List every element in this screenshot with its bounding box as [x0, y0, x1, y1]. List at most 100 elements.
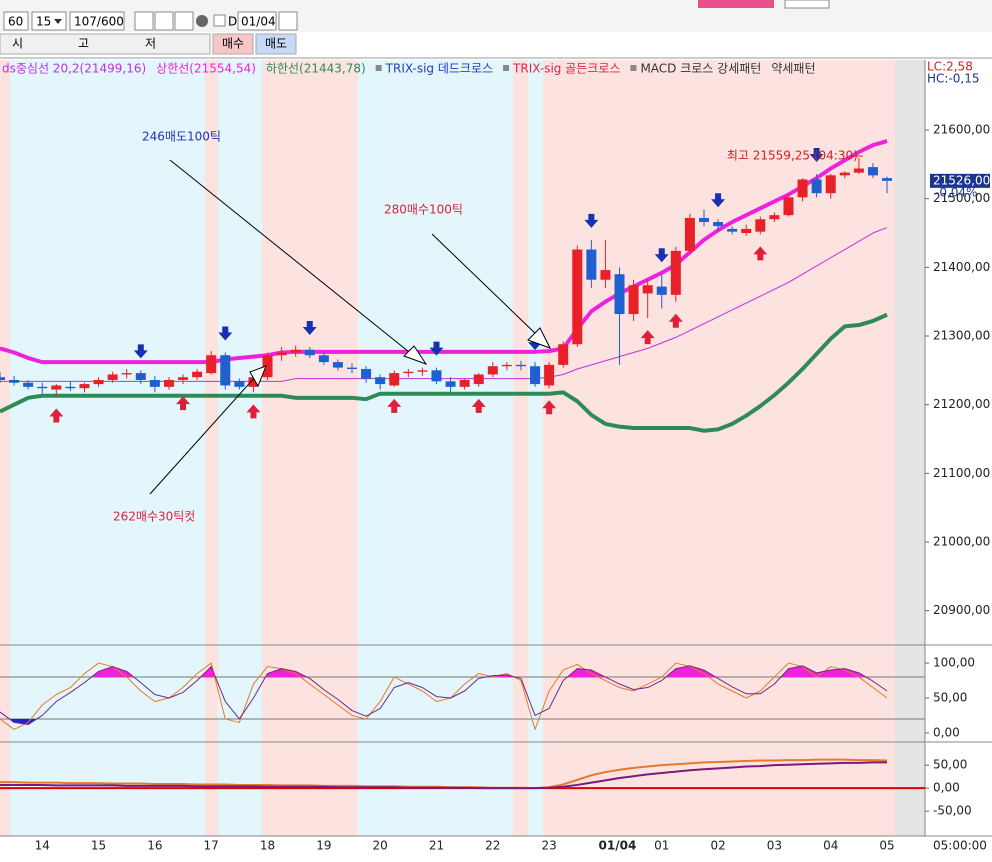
sell-button[interactable]	[255, 33, 297, 55]
state-band	[10, 60, 205, 836]
legend-entry: MACD 크로스 강세패턴	[640, 62, 761, 76]
candle-body	[882, 178, 893, 181]
interval-input[interactable]	[3, 11, 29, 31]
signal-arrow	[640, 330, 655, 345]
overbought-fill	[91, 665, 866, 678]
signal-arrow	[584, 213, 599, 228]
x-tick-label: 05	[879, 839, 894, 853]
y-tick-label: 20900,00	[933, 603, 990, 617]
state-band	[358, 60, 513, 836]
y-tick-label: 21500,00	[933, 191, 990, 205]
count-select[interactable]	[31, 11, 67, 31]
tool-button[interactable]	[154, 11, 174, 31]
candle-body	[544, 364, 555, 386]
x-tick-label: 01/04	[599, 839, 637, 853]
annotation-leader	[169, 159, 415, 357]
candle-body	[79, 384, 90, 389]
line-series	[0, 761, 888, 790]
legend-entry: 약세패턴	[771, 61, 815, 76]
legend-entry: ds중심선 20,2(21499,16)	[2, 62, 146, 76]
state-band	[218, 60, 262, 836]
checkbox[interactable]	[213, 14, 226, 27]
signal-arrow	[668, 313, 683, 328]
y-tick-label: 50,00	[933, 690, 967, 704]
status-hc: HC:-0,15	[927, 72, 980, 86]
x-tick-label: 20	[373, 839, 388, 853]
top-button[interactable]	[698, 0, 774, 8]
annotation-arrowhead	[403, 345, 428, 365]
status-lc: LC:2,58	[927, 60, 973, 74]
signal-arrow	[528, 336, 543, 351]
candle-body	[741, 228, 752, 234]
x-tick-label: 15	[91, 839, 106, 853]
candle-body	[628, 285, 639, 315]
y-tick-label: 100,00	[933, 656, 975, 670]
candle-body	[375, 377, 386, 385]
oversold-fill	[9, 718, 240, 725]
last-price-box	[930, 173, 990, 188]
signal-arrow	[753, 246, 768, 261]
period: D	[228, 15, 237, 29]
candle-body	[163, 379, 174, 387]
candle-body	[642, 285, 653, 294]
candle-body	[248, 377, 259, 387]
line-series	[0, 227, 888, 382]
x-tick-label: 23	[541, 839, 556, 853]
candle-body	[65, 386, 76, 389]
y-tick-label: 21200,00	[933, 397, 990, 411]
dropdown-icon	[54, 19, 62, 24]
top-box	[784, 0, 830, 9]
time-label: 05:00:00	[933, 839, 987, 853]
plot: 20900,0021000,0021100,0021200,0021300,00…	[0, 60, 992, 853]
candle-body	[220, 355, 231, 386]
candle-body	[727, 228, 738, 232]
candle-body	[445, 381, 456, 387]
signal-arrow	[429, 341, 444, 356]
price-columns	[0, 33, 211, 55]
candle-body	[361, 368, 372, 379]
overlay: 246매도100틱 280매수100틱 262매수30틱컷	[113, 130, 552, 524]
y-tick-label: 0,00	[933, 725, 960, 739]
candle-body	[487, 366, 498, 375]
candle-body	[600, 270, 611, 280]
candle-body	[318, 355, 329, 363]
last-price: 21526,00	[933, 173, 990, 187]
annotation-leader	[431, 233, 539, 337]
settings-icon[interactable]	[196, 15, 208, 27]
candle-body	[9, 379, 20, 383]
candle-body	[614, 274, 625, 315]
column-label: 저	[145, 37, 156, 51]
candle-body	[572, 249, 583, 345]
signal-arrow	[246, 404, 261, 419]
candle-body	[684, 217, 695, 251]
range: 107/600	[74, 15, 124, 29]
date-input[interactable]	[237, 11, 277, 31]
buy-button[interactable]	[212, 33, 254, 55]
candle-body	[473, 374, 484, 385]
candle-body	[839, 172, 850, 176]
candle-body	[417, 370, 428, 372]
candle-body	[586, 249, 597, 280]
y-tick-label: 21300,00	[933, 329, 990, 343]
y-tick-label: 50,00	[933, 758, 967, 772]
candle-body	[783, 197, 794, 216]
annotation-leader	[149, 375, 257, 495]
x-tick-label: 16	[147, 839, 162, 853]
candle-body	[304, 349, 315, 356]
y-tick-label: 0,00	[933, 781, 960, 795]
candle-body	[699, 217, 709, 223]
candle-body	[149, 379, 160, 387]
legend-swatch	[375, 65, 382, 71]
x-tick-label: 22	[485, 839, 500, 853]
y-tick-label: 21600,00	[933, 123, 990, 137]
tool-button[interactable]	[134, 11, 154, 31]
candle-body	[811, 179, 822, 194]
tool-button[interactable]	[174, 11, 194, 31]
line-series	[0, 139, 888, 365]
signal-arrow	[49, 408, 64, 423]
annotation-arrowhead	[249, 365, 267, 388]
y-tick-label: -50,00	[933, 804, 972, 818]
calendar-button[interactable]	[278, 11, 298, 31]
candle-body	[23, 382, 34, 387]
